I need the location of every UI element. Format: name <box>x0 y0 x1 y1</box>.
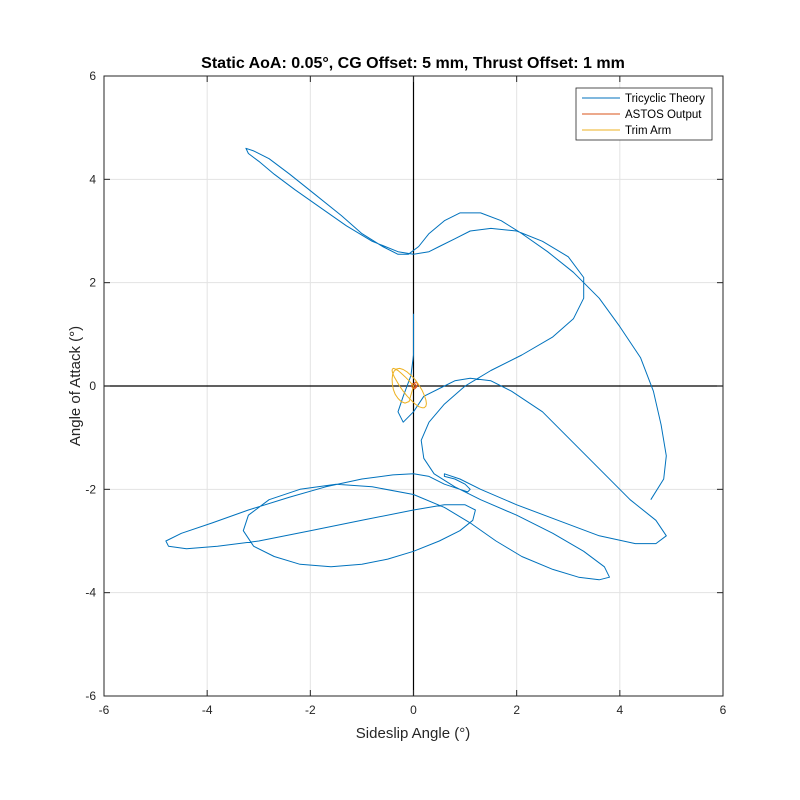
ticks <box>103 75 724 697</box>
y-tick-label: 2 <box>89 276 96 290</box>
series-line-trim-arm <box>391 367 427 409</box>
y-tick-label: -6 <box>85 689 96 703</box>
x-tick-label: 6 <box>720 703 727 717</box>
y-tick-label: 0 <box>89 379 96 393</box>
x-axis-label: Sideslip Angle (°) <box>356 725 470 742</box>
x-tick-label: -6 <box>99 703 110 717</box>
tick-labels: -6 -4 -2 0 2 4 6 -6 -4 -2 0 2 4 6 <box>85 69 726 717</box>
legend-label-astos-output: ASTOS Output <box>625 109 702 121</box>
legend-label-tricyclic-theory: Tricyclic Theory <box>625 93 705 105</box>
legend-label-trim-arm: Trim Arm <box>625 125 671 137</box>
y-tick-label: -4 <box>85 586 96 600</box>
chart-title: Static AoA: 0.05°, CG Offset: 5 mm, Thru… <box>201 55 625 72</box>
y-tick-label: -2 <box>85 482 96 496</box>
x-tick-label: 0 <box>410 703 417 717</box>
y-tick-label: 4 <box>89 172 96 186</box>
y-tick-label: 6 <box>89 69 96 83</box>
x-tick-label: 2 <box>513 703 520 717</box>
x-tick-label: -2 <box>305 703 316 717</box>
legend: Tricyclic Theory ASTOS Output Trim Arm <box>575 87 713 141</box>
y-axis-label: Angle of Attack (°) <box>67 326 84 446</box>
x-tick-label: -4 <box>202 703 213 717</box>
x-tick-label: 4 <box>616 703 623 717</box>
series-layer <box>165 147 667 581</box>
series-line-tricyclic-theory <box>165 147 667 581</box>
